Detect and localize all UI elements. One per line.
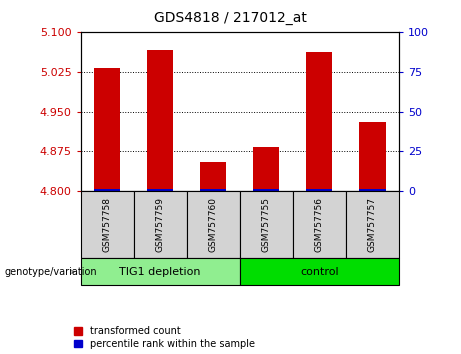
Bar xyxy=(253,147,279,191)
Bar xyxy=(200,162,226,191)
Text: GSM757759: GSM757759 xyxy=(156,197,165,252)
Bar xyxy=(359,189,385,191)
Bar xyxy=(94,189,120,191)
Bar xyxy=(147,189,173,191)
Text: TIG1 depletion: TIG1 depletion xyxy=(119,267,201,277)
Text: GSM757758: GSM757758 xyxy=(103,197,112,252)
Text: GSM757757: GSM757757 xyxy=(368,197,377,252)
Bar xyxy=(94,68,120,191)
Text: GSM757760: GSM757760 xyxy=(209,197,218,252)
Text: genotype/variation: genotype/variation xyxy=(5,267,97,277)
Bar xyxy=(200,189,226,191)
Text: control: control xyxy=(300,267,338,277)
Bar xyxy=(253,189,279,191)
Text: GSM757755: GSM757755 xyxy=(262,197,271,252)
Bar xyxy=(306,189,332,191)
Bar xyxy=(359,122,385,191)
Bar xyxy=(147,50,173,191)
Legend: transformed count, percentile rank within the sample: transformed count, percentile rank withi… xyxy=(74,326,254,349)
Text: GDS4818 / 217012_at: GDS4818 / 217012_at xyxy=(154,11,307,25)
Text: GSM757756: GSM757756 xyxy=(315,197,324,252)
Bar xyxy=(306,51,332,191)
